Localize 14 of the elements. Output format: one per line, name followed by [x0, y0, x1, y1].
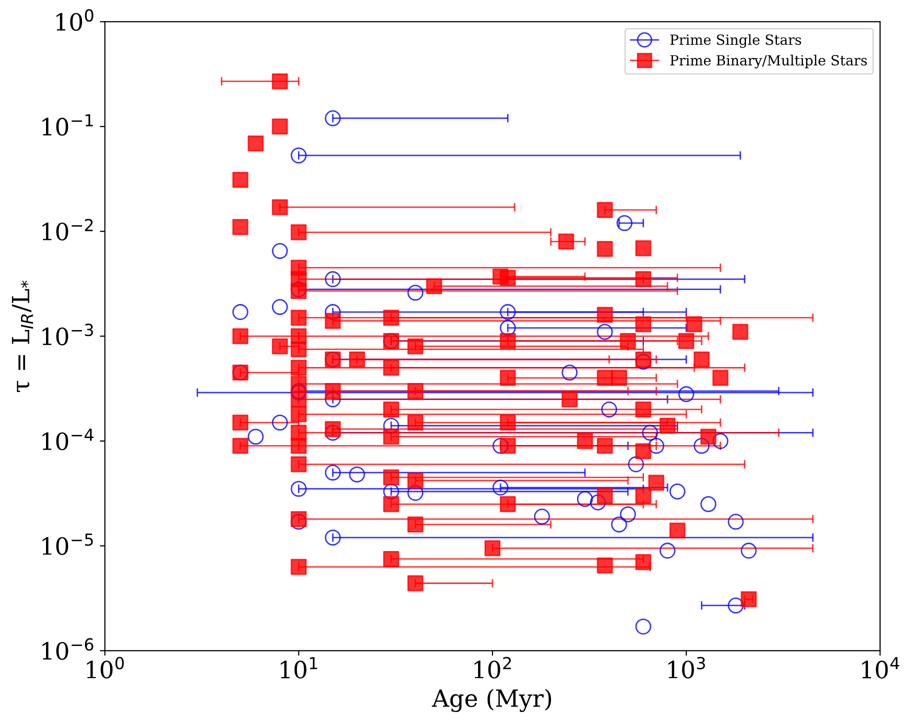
y-tick-label: 10$^{−4}$	[42, 428, 94, 450]
legend-label: Prime Binary/Multiple Stars	[670, 54, 867, 68]
y-tick-label: 10$^{−3}$	[42, 324, 93, 346]
x-tick-label: 10$^{2}$	[474, 656, 511, 679]
x-tick-label: 10$^{4}$	[862, 657, 900, 679]
y-tick-label: 10$^{0}$	[56, 9, 94, 31]
legend-label: Prime Single Stars	[670, 34, 802, 48]
x-tick-label: 10$^{3}$	[668, 656, 705, 679]
y-tick-label: 10$^{−2}$	[42, 218, 93, 240]
y-tick-label: 10$^{−5}$	[42, 534, 93, 556]
y-tick-label: 10$^{−1}$	[42, 114, 93, 136]
x-tick-label: 10$^{1}$	[280, 657, 318, 679]
x-axis-title: Age (Myr)	[432, 688, 552, 712]
y-axis-title: τ = L$_{IR}$/L$_{*}$	[12, 280, 34, 392]
